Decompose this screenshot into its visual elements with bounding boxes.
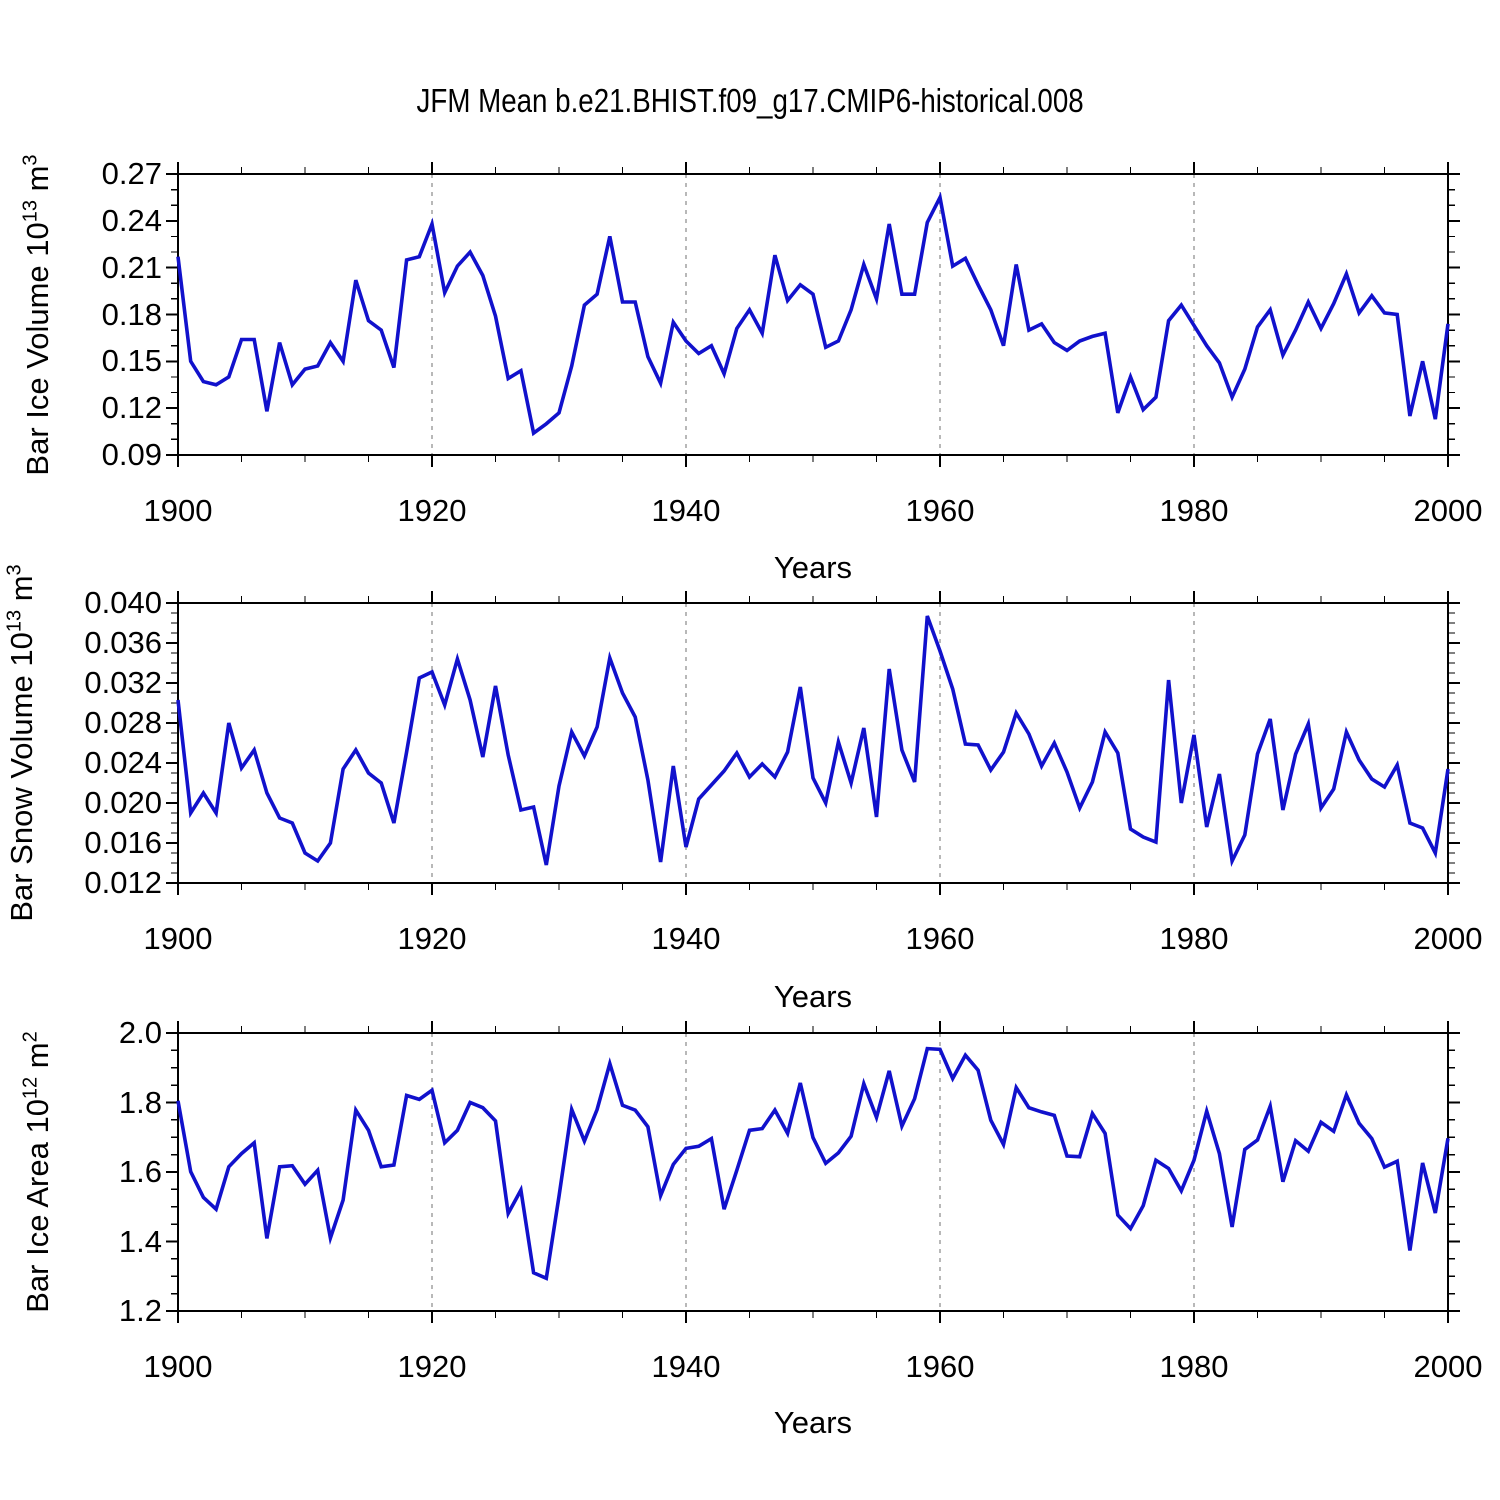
- y-tick-label: 0.016: [84, 825, 162, 860]
- x-tick-label: 1980: [1159, 921, 1229, 956]
- plot-box: [177, 602, 1449, 884]
- y-tick-label: 0.24: [101, 202, 162, 238]
- y-tick-label: 1.8: [118, 1084, 162, 1120]
- plot-box: [177, 1032, 1449, 1312]
- y-axis-title-ice-area: Bar Ice Area 1012 m2: [19, 1031, 55, 1313]
- x-tick-label: 1900: [143, 1349, 213, 1384]
- y-tick-label: 0.18: [101, 296, 162, 332]
- y-tick-label: 1.4: [118, 1223, 162, 1259]
- data-line: [176, 1046, 1450, 1281]
- x-axis-title-2: Years: [773, 979, 853, 1014]
- x-axis-title-3: Years: [773, 1405, 853, 1440]
- x-tick-label: 2000: [1413, 493, 1483, 528]
- y-tick-label: 0.040: [84, 585, 162, 620]
- y-tick-label: 0.020: [84, 785, 162, 820]
- data-line: [176, 191, 1450, 437]
- x-tick-label: 2000: [1413, 1349, 1483, 1384]
- x-tick-label: 1980: [1159, 493, 1229, 528]
- x-tick-label: 1920: [397, 921, 467, 956]
- x-tick-label: 1960: [905, 921, 975, 956]
- x-axis-title-1: Years: [773, 550, 853, 585]
- x-tick-label: 1940: [651, 493, 721, 528]
- y-tick-label: 0.12: [101, 390, 162, 426]
- x-tick-label: 1920: [397, 493, 467, 528]
- x-tick-label: 2000: [1413, 921, 1483, 956]
- y-tick-label: 0.27: [101, 156, 162, 191]
- y-tick-label: 0.028: [84, 705, 162, 740]
- y-axis-title-ice-volume: Bar Ice Volume 1013 m3: [19, 154, 55, 476]
- data-line: [176, 615, 1450, 868]
- y-tick-label: 2.0: [118, 1015, 162, 1050]
- y-tick-label: 0.09: [101, 437, 162, 472]
- x-tick-label: 1960: [905, 493, 975, 528]
- y-tick-label: 0.032: [84, 665, 162, 700]
- chart-title: JFM Mean b.e21.BHIST.f09_g17.CMIP6-histo…: [416, 82, 1084, 119]
- x-tick-label: 1940: [651, 1349, 721, 1384]
- y-tick-label: 1.2: [118, 1293, 162, 1328]
- y-tick-label: 1.6: [118, 1154, 162, 1189]
- x-tick-label: 1960: [905, 1349, 975, 1384]
- y-tick-label: 0.21: [101, 249, 162, 285]
- y-tick-label: 0.012: [84, 865, 162, 900]
- x-tick-label: 1900: [143, 493, 213, 528]
- y-axis-title-snow-volume: Bar Snow Volume 1013 m3: [3, 564, 39, 922]
- y-tick-label: 0.024: [84, 745, 162, 780]
- x-tick-label: 1900: [143, 921, 213, 956]
- y-tick-label: 0.15: [101, 343, 162, 379]
- y-tick-label: 0.036: [84, 625, 162, 660]
- x-tick-label: 1940: [651, 921, 721, 956]
- x-tick-label: 1980: [1159, 1349, 1229, 1384]
- x-tick-label: 1920: [397, 1349, 467, 1384]
- plot-box: [177, 173, 1449, 456]
